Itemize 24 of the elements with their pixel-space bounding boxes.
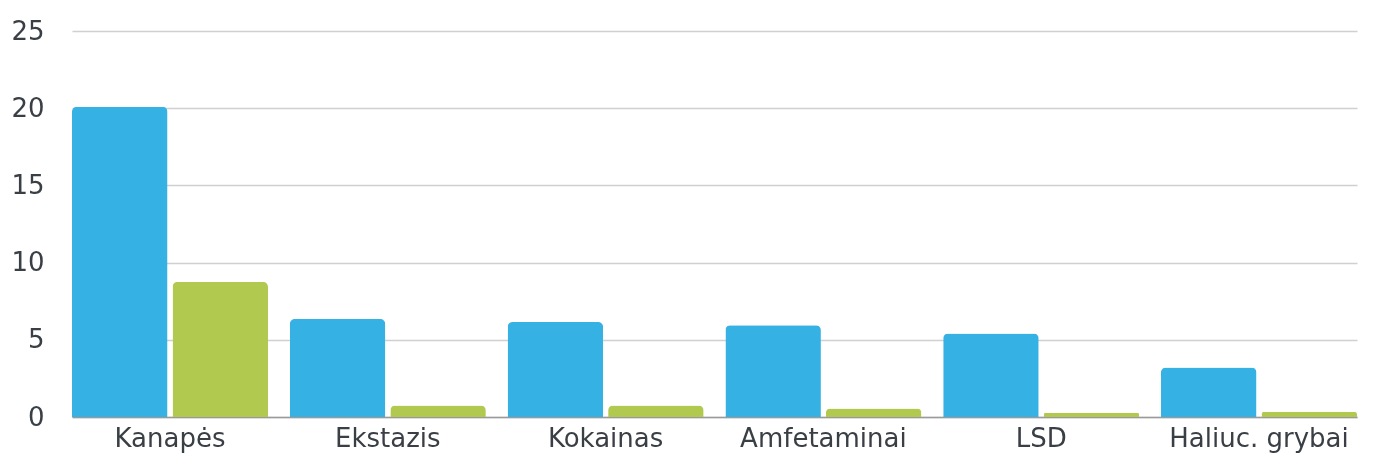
y-tick-label: 20 — [11, 92, 45, 123]
x-tick-label: LSD — [1015, 422, 1067, 453]
bar — [825, 408, 922, 417]
bar — [1160, 367, 1257, 417]
bar — [725, 325, 821, 417]
bar — [1043, 412, 1140, 417]
y-tick-label: 5 — [27, 324, 45, 355]
x-tick-label: Kanapės — [114, 422, 226, 453]
bar — [943, 333, 1039, 417]
bar — [1261, 411, 1357, 417]
x-tick-label: Ekstazis — [335, 422, 441, 453]
bar — [390, 405, 486, 417]
x-tick-label: Haliuc. grybai — [1169, 422, 1349, 453]
bar — [608, 405, 704, 417]
bar — [507, 322, 604, 417]
x-tick-label: Kokainas — [547, 422, 664, 453]
bar — [289, 318, 386, 417]
y-tick-label: 0 — [27, 401, 45, 432]
x-tick-label: Amfetaminai — [740, 422, 907, 453]
y-tick-label: 10 — [11, 247, 45, 278]
bar — [172, 281, 269, 417]
y-tick-label: 15 — [11, 169, 45, 200]
y-tick-label: 25 — [11, 15, 45, 46]
bar — [72, 106, 168, 417]
